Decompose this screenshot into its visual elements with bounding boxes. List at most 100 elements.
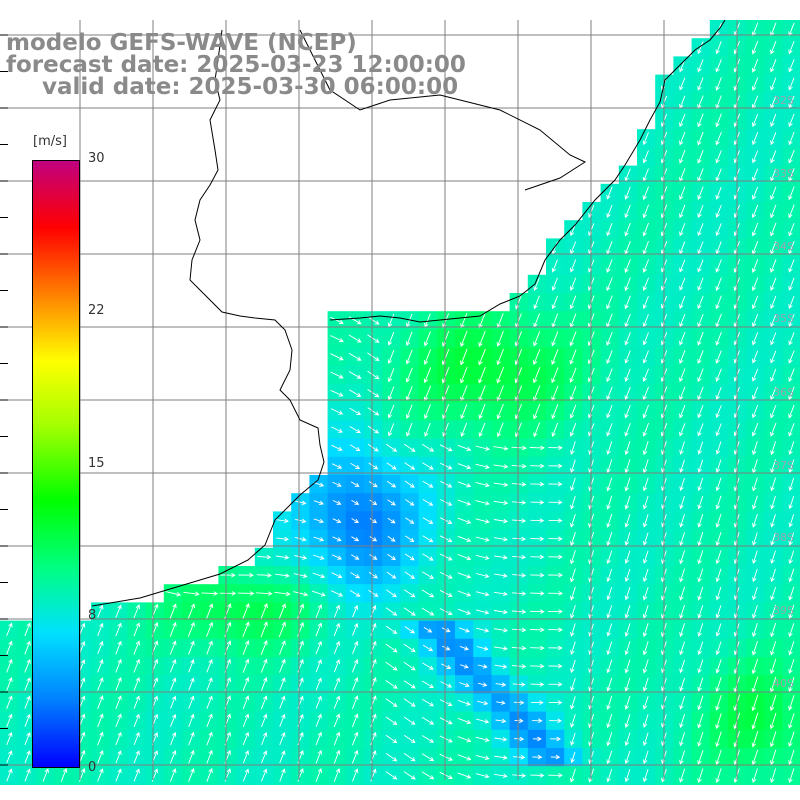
wind-arrow xyxy=(475,445,491,451)
wind-arrow xyxy=(206,695,213,709)
wind-arrow xyxy=(495,682,507,687)
wind-arrow xyxy=(548,591,563,596)
wind-arrow xyxy=(715,459,722,474)
wind-arrow xyxy=(642,332,649,346)
wind-arrow xyxy=(188,768,195,782)
wind-arrow xyxy=(697,568,704,583)
wind-arrow xyxy=(367,316,380,325)
colorbar-tick-30: 30 xyxy=(88,151,105,166)
wind-arrow xyxy=(439,589,453,597)
wind-arrow xyxy=(770,295,777,310)
wind-arrow xyxy=(548,682,563,687)
wind-arrow xyxy=(697,404,704,419)
wind-arrow xyxy=(206,731,213,746)
wind-arrow xyxy=(606,768,613,783)
wind-arrow xyxy=(385,680,398,689)
wind-arrow xyxy=(133,713,140,728)
wind-arrow xyxy=(439,535,453,543)
wind-arrow xyxy=(511,463,527,469)
wind-arrow xyxy=(642,477,649,492)
wind-arrow xyxy=(403,607,416,616)
wind-arrow xyxy=(312,572,326,579)
wind-arrow xyxy=(423,404,431,420)
wind-arrow xyxy=(715,586,722,601)
wind-arrow xyxy=(512,573,527,578)
wind-arrow xyxy=(475,609,490,615)
wind-arrow xyxy=(788,622,795,638)
wind-arrow xyxy=(206,677,213,691)
wind-arrow xyxy=(260,677,268,691)
wind-arrows xyxy=(6,22,795,784)
wind-arrow xyxy=(751,204,759,219)
wind-arrow xyxy=(715,223,722,237)
wind-arrow xyxy=(788,259,795,273)
wind-arrow xyxy=(788,186,795,201)
wind-arrow xyxy=(475,463,490,470)
wind-arrow xyxy=(403,771,416,780)
wind-arrow xyxy=(478,422,486,438)
wind-arrow xyxy=(351,695,359,710)
wind-arrow xyxy=(549,718,562,724)
wind-arrow xyxy=(457,717,472,725)
wind-arrow xyxy=(788,59,795,73)
wind-arrow xyxy=(606,532,613,546)
wind-arrow xyxy=(642,568,649,583)
wind-arrow xyxy=(423,349,432,365)
wind-arrow xyxy=(348,316,362,325)
wind-arrow xyxy=(494,591,508,597)
colorbar-tick-22: 22 xyxy=(88,303,105,318)
wind-arrow xyxy=(697,623,704,637)
wind-arrow xyxy=(279,677,286,691)
wind-arrow xyxy=(624,532,631,546)
wind-arrow xyxy=(697,204,704,219)
wind-arrow xyxy=(770,314,777,328)
wind-arrow xyxy=(551,295,559,310)
wind-arrow xyxy=(770,568,776,583)
wind-arrow xyxy=(169,603,177,619)
wind-arrow xyxy=(551,404,559,420)
wind-arrow xyxy=(642,550,649,564)
wind-arrow xyxy=(697,350,704,364)
wind-arrow xyxy=(548,645,563,651)
wind-arrow xyxy=(205,603,214,620)
wind-arrow xyxy=(570,659,576,674)
wind-arrow xyxy=(642,750,649,765)
wind-arrow xyxy=(624,441,631,456)
wind-arrow xyxy=(457,499,472,506)
wind-arrow xyxy=(751,768,758,783)
wind-arrow xyxy=(624,386,631,401)
wind-arrow xyxy=(405,499,415,506)
wind-arrow xyxy=(387,404,395,419)
wind-arrow xyxy=(97,713,104,728)
wind-arrow xyxy=(697,277,704,291)
wind-arrow xyxy=(457,772,472,779)
wind-arrow xyxy=(715,695,722,711)
wind-arrow xyxy=(606,477,613,492)
wind-arrow xyxy=(422,462,434,470)
wind-arrow xyxy=(42,768,49,782)
wind-arrow xyxy=(679,495,685,510)
wind-arrow xyxy=(170,695,177,709)
wind-arrow xyxy=(570,696,576,710)
wind-arrow xyxy=(770,622,777,638)
wind-arrow xyxy=(183,591,200,597)
colorbar-tick-8: 8 xyxy=(88,608,97,623)
wind-arrow xyxy=(530,591,545,596)
wind-arrow xyxy=(642,132,649,146)
wind-arrow xyxy=(697,186,704,200)
wind-arrow xyxy=(370,658,377,673)
wind-arrow xyxy=(460,330,468,347)
wind-arrow xyxy=(170,713,177,727)
forecast-date: forecast date: 2025-03-23 12:00:00 xyxy=(6,52,466,78)
wind-arrow xyxy=(788,131,795,146)
wind-arrow xyxy=(606,295,613,310)
wind-arrow xyxy=(405,367,413,383)
wind-arrow xyxy=(532,367,541,384)
wind-arrow xyxy=(330,371,344,379)
wind-arrow xyxy=(477,664,488,669)
wind-arrow xyxy=(206,659,213,673)
wind-arrow xyxy=(770,350,777,364)
wind-arrow xyxy=(330,353,344,361)
wind-arrow xyxy=(333,640,341,655)
wind-arrow xyxy=(788,477,795,492)
